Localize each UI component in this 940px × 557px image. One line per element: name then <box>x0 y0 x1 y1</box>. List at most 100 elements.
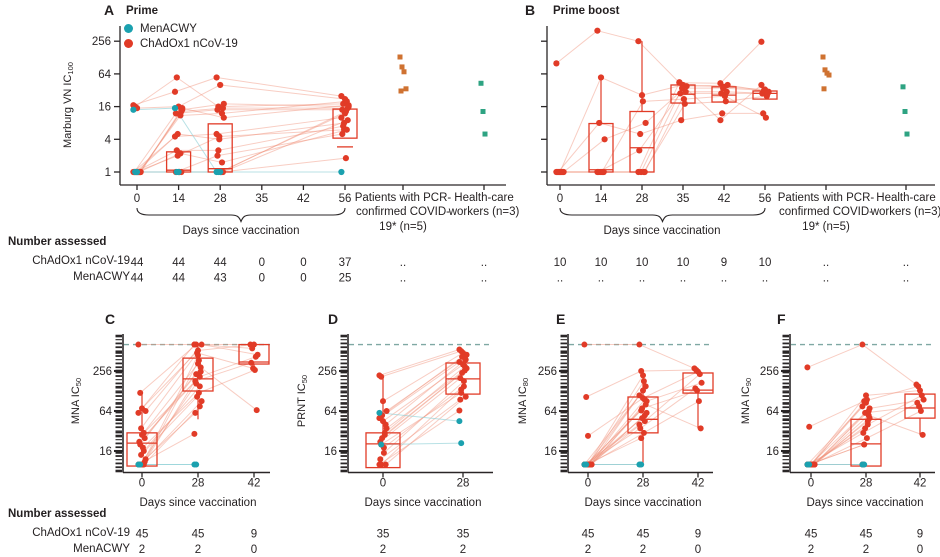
connector-line <box>642 371 699 399</box>
assessed-row-label-menacwy-bottom: MenACWY <box>73 542 130 555</box>
data-point-red <box>641 396 648 403</box>
hcw-square <box>478 80 484 86</box>
x-tick-label: 28 <box>457 478 470 490</box>
connector-line <box>644 91 687 173</box>
axis <box>567 334 713 474</box>
connector-lines <box>138 344 258 466</box>
data-point-red <box>462 393 469 400</box>
data-point-red <box>456 407 463 414</box>
assessed-value: 10 <box>636 257 649 269</box>
x-axis-caption-c: Days since vaccination <box>139 497 257 509</box>
data-point-red <box>459 369 466 376</box>
connector-line <box>200 367 258 411</box>
axis <box>347 334 493 474</box>
data-point-red <box>138 451 145 458</box>
data-point-red <box>581 341 588 348</box>
assessed-value: 0 <box>259 273 265 285</box>
connector-lines <box>556 30 769 173</box>
panel-C: 16 64 256 0 28 42 45 45 9 2 2 0 <box>93 334 270 556</box>
x-axis-caption-b: Days since vaccination <box>603 225 721 237</box>
assessed-value: 0 <box>300 273 306 285</box>
data-point-red <box>138 425 145 432</box>
data-point-teal <box>193 461 200 468</box>
x-tick-label: 28 <box>192 478 205 490</box>
connector-line <box>216 117 342 135</box>
connector-line <box>139 111 182 173</box>
connector-line <box>809 444 865 466</box>
connector-line <box>180 152 223 163</box>
connector-line <box>681 112 723 121</box>
y-tick-label: 16 <box>99 446 112 458</box>
y-tick-label: 64 <box>324 406 337 418</box>
assessed-value: 0 <box>300 257 306 269</box>
connector-line <box>144 371 202 463</box>
data-point-red <box>639 98 647 105</box>
number-assessed-label-top: Number assessed <box>8 236 107 248</box>
connector-line <box>176 77 219 108</box>
data-point-red <box>463 365 470 372</box>
data-point-red <box>460 361 466 368</box>
assessed-value: 10 <box>554 257 567 269</box>
data-point-red <box>640 429 647 436</box>
connector-line <box>809 412 866 465</box>
connector-line <box>219 129 345 138</box>
connector-line <box>557 122 600 173</box>
data-point-red <box>193 380 200 387</box>
data-point-red <box>637 130 644 138</box>
data-point-red <box>142 408 149 414</box>
data-point-teal <box>458 440 465 447</box>
data-point-red <box>862 425 869 432</box>
data-point-red <box>345 102 352 109</box>
data-point-red <box>195 357 202 364</box>
data-point-red <box>460 378 467 385</box>
data-point-red <box>219 105 226 112</box>
connector-line <box>604 122 646 140</box>
connector-line <box>135 133 179 173</box>
assessed-value: 2 <box>195 544 201 556</box>
data-point-red <box>642 401 649 408</box>
connector-line <box>381 356 463 416</box>
patients-header-b: Patients with PCR-confirmed COVID-19* (n… <box>777 192 875 233</box>
assessed-value: .. <box>903 257 909 269</box>
assessed-value: 2 <box>139 544 145 556</box>
y-axis-label-mna50: MNA IC50 <box>70 377 83 425</box>
assessed-value: 9 <box>695 529 701 541</box>
x-tick-label: 28 <box>636 193 649 205</box>
data-point-red <box>680 95 688 103</box>
axis <box>789 334 935 474</box>
axis <box>119 26 506 186</box>
data-point-red <box>135 341 142 348</box>
connector-line <box>219 122 345 140</box>
connector-line <box>197 344 255 352</box>
assessed-value: 44 <box>131 273 144 285</box>
connector-line <box>195 362 252 382</box>
data-point-red <box>215 147 222 154</box>
x-tick-label: 56 <box>339 193 352 205</box>
connector-line <box>219 112 346 173</box>
connector-line <box>221 157 346 173</box>
data-point-red <box>642 383 649 390</box>
data-point-red <box>635 168 642 176</box>
x-axis-brace <box>136 207 346 223</box>
x-tick-label: 14 <box>172 193 185 205</box>
connector-line <box>563 138 605 173</box>
data-point-red <box>597 74 605 81</box>
data-point-red <box>764 90 771 97</box>
connector-line <box>382 364 464 422</box>
patients-square <box>398 88 404 94</box>
data-point-red <box>214 106 221 113</box>
connector-line <box>386 354 467 412</box>
connector-lines <box>133 76 349 173</box>
data-point-red <box>377 456 384 463</box>
connector-line <box>640 119 682 135</box>
assessed-value: 25 <box>339 273 352 285</box>
data-point-red <box>383 408 390 414</box>
data-point-red <box>462 356 469 363</box>
assessed-value: 9 <box>917 529 923 541</box>
y-tick-label: 256 <box>760 366 779 378</box>
data-point-red <box>583 393 590 400</box>
data-point-red <box>198 398 205 405</box>
data-point-red <box>196 403 203 410</box>
number-assessed-label-bottom: Number assessed <box>8 508 107 520</box>
